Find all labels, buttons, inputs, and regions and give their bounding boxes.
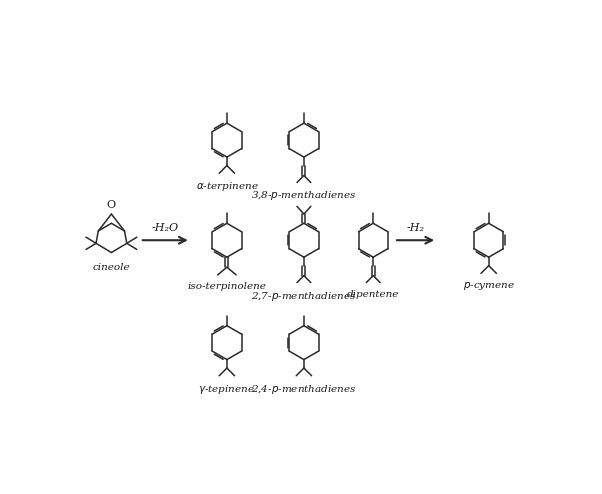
Text: $\gamma$-tepinene: $\gamma$-tepinene [199, 383, 255, 396]
Text: $p$-cymene: $p$-cymene [463, 280, 515, 292]
Text: $\alpha$-terpinene: $\alpha$-terpinene [196, 180, 258, 193]
Text: -H₂O: -H₂O [152, 222, 179, 233]
Text: -H₂: -H₂ [406, 222, 424, 233]
Text: cineole: cineole [93, 263, 130, 272]
Text: iso-terpinolene: iso-terpinolene [187, 282, 266, 291]
Text: 3,8-$p$-menthadienes: 3,8-$p$-menthadienes [251, 189, 356, 203]
Text: 2,7-$p$-menthadienes: 2,7-$p$-menthadienes [251, 289, 357, 302]
Text: O: O [107, 200, 116, 210]
Text: 2,4-$p$-menthadienes: 2,4-$p$-menthadienes [251, 383, 357, 396]
Text: dipentene: dipentene [347, 289, 399, 298]
